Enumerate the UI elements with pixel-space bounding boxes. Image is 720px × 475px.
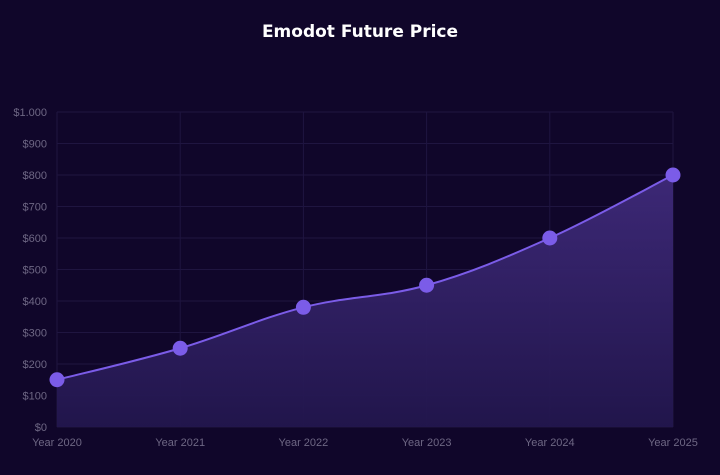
y-tick-label: $600 [23,233,47,245]
price-line [56,174,674,381]
x-tick-label: Year 2023 [402,437,452,449]
data-point[interactable] [172,340,188,356]
y-tick-label: $0 [35,422,47,434]
data-point[interactable] [665,167,681,183]
y-tick-label: $300 [23,328,47,340]
data-point[interactable] [295,299,311,315]
chart-title: Emodot Future Price [261,22,459,42]
x-tick-label: Year 2020 [32,437,82,449]
x-tick-label: Year 2022 [279,437,329,449]
y-tick-label: $100 [23,391,47,403]
y-tick-label: $700 [23,202,47,214]
y-tick-label: $400 [23,296,47,308]
x-tick-label: Year 2021 [155,437,205,449]
y-tick-label: $1.000 [13,107,47,119]
x-tick-label: Year 2024 [525,437,575,449]
x-axis: Year 2020 Year 2021 Year 2022 Year 2023 Year… [32,437,698,449]
x-tick-label: Year 2025 [648,437,698,449]
y-tick-label: $200 [23,359,47,371]
data-points [49,167,681,388]
y-tick-label: $900 [23,139,47,151]
y-axis: $0 $100 $200 $300 $400 $500 $600 $700 $800 $900 $1… [13,107,47,434]
area-fill [57,175,673,427]
y-tick-label: $500 [23,265,47,277]
data-point[interactable] [419,277,435,293]
y-tick-label: $800 [23,170,47,182]
data-point[interactable] [49,372,65,388]
data-point[interactable] [542,230,558,246]
